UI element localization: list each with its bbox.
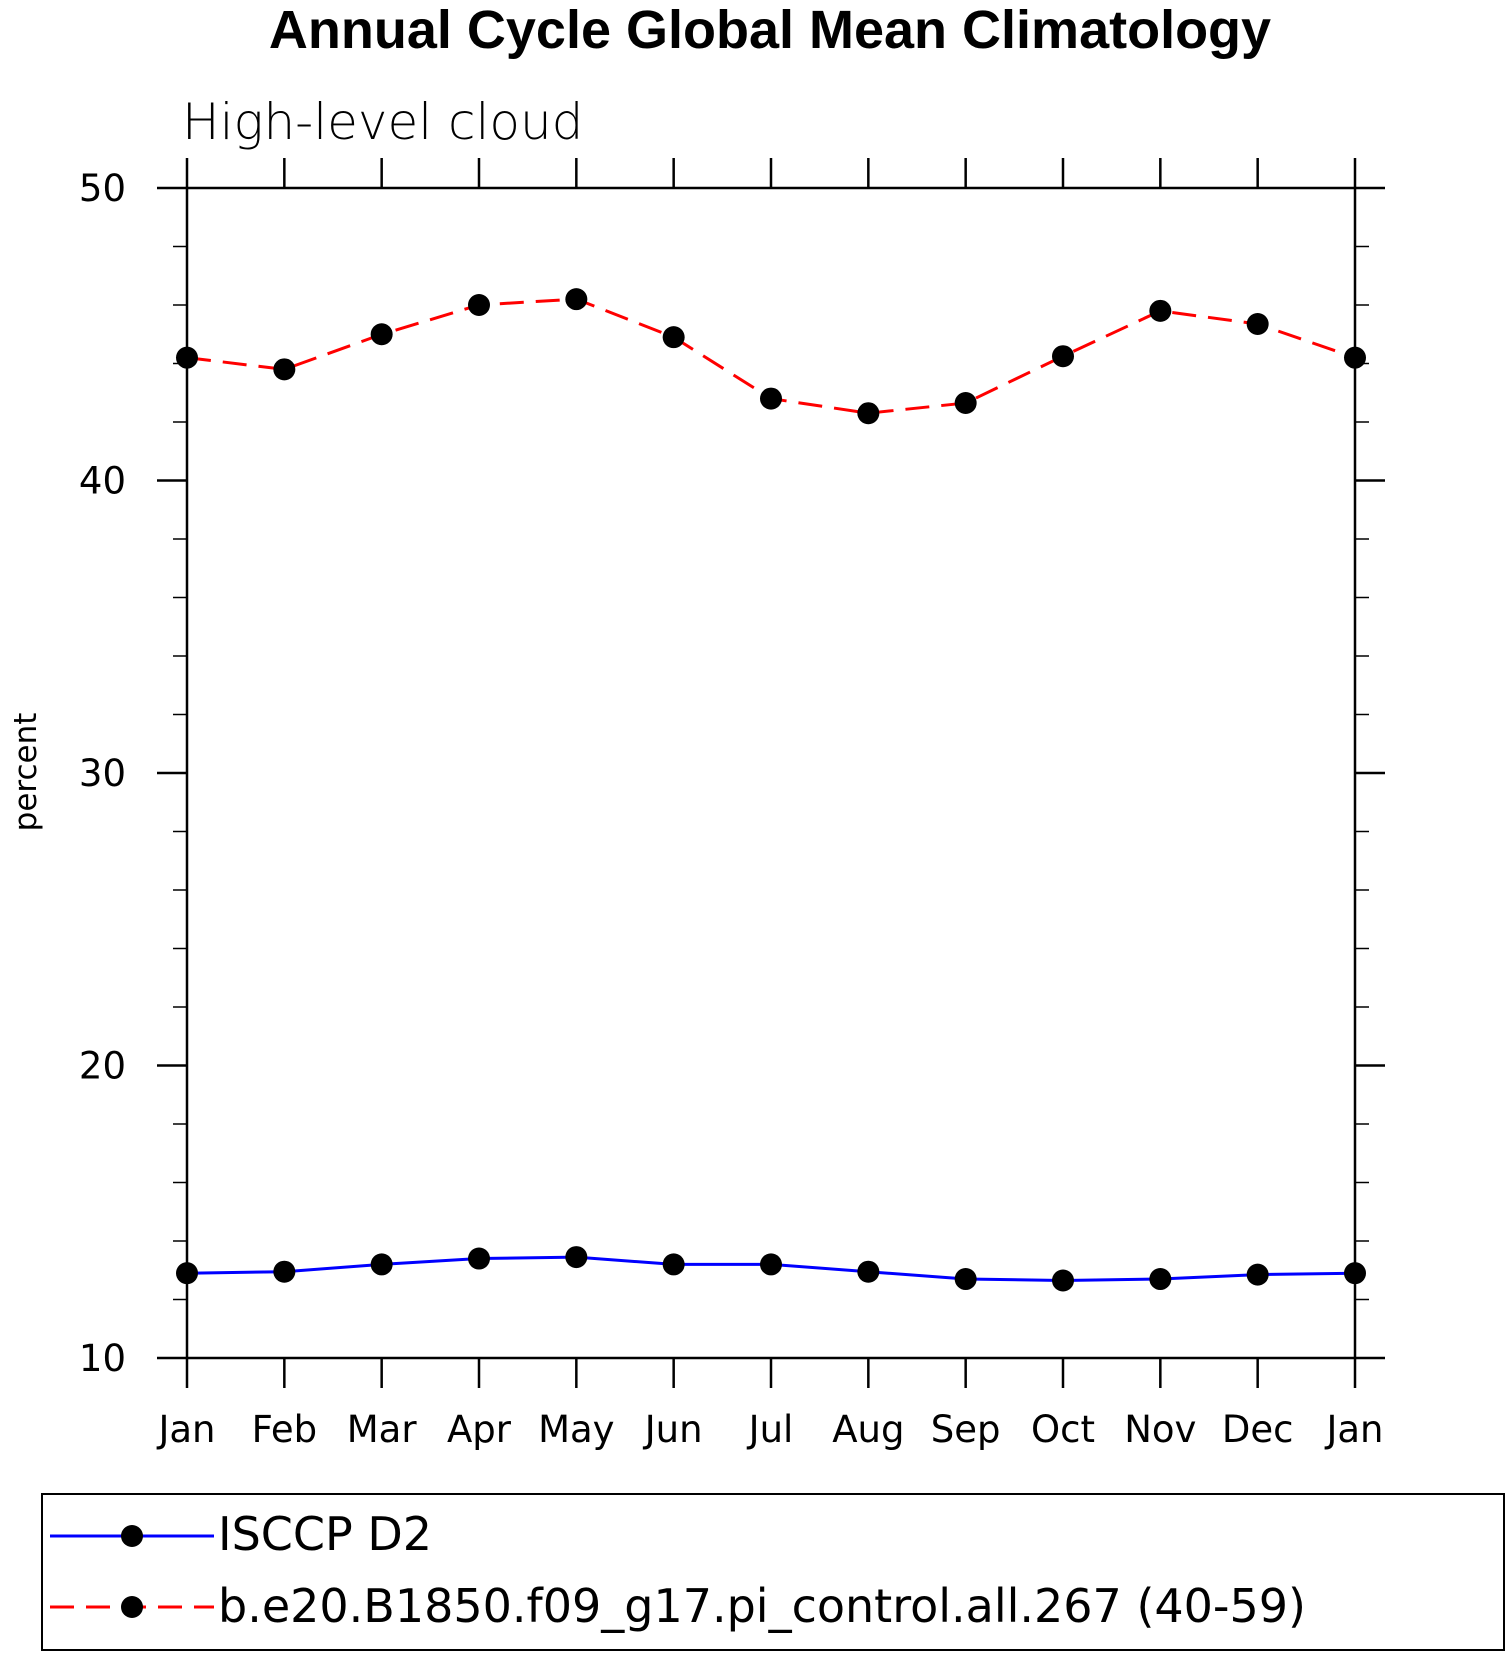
- chart-title: Annual Cycle Global Mean Climatology: [269, 0, 1271, 60]
- y-tick-labels: 10 20 30 40 50: [79, 167, 126, 1380]
- data-point: [370, 323, 393, 346]
- series-0: [176, 1246, 1366, 1292]
- data-point: [176, 346, 198, 369]
- data-point: [1344, 346, 1366, 369]
- x-tick-label: Sep: [931, 1408, 1001, 1451]
- x-tick-label: Aug: [832, 1408, 904, 1451]
- data-point: [565, 288, 588, 311]
- y-tick-label: 40: [79, 460, 126, 503]
- x-tick-label: Dec: [1222, 1408, 1294, 1451]
- data-point: [954, 391, 977, 414]
- data-point: [1246, 313, 1269, 336]
- legend-marker: [121, 1525, 143, 1547]
- legend: ISCCP D2 b.e20.B1850.f09_g17.pi_control.…: [41, 1493, 1505, 1651]
- legend-samples: [50, 1525, 214, 1618]
- data-point: [273, 358, 296, 381]
- x-tick-label: Jan: [1324, 1408, 1383, 1451]
- y-tick-label: 50: [79, 167, 126, 210]
- data-point: [760, 387, 782, 410]
- data-point: [370, 1253, 393, 1276]
- legend-label-isccp-d2: ISCCP D2: [218, 1507, 432, 1561]
- x-tick-label: May: [538, 1408, 615, 1451]
- series-layer: [176, 288, 1366, 1292]
- x-tick-label: Jun: [643, 1408, 703, 1451]
- data-point: [857, 402, 880, 425]
- legend-label-model-run: b.e20.B1850.f09_g17.pi_control.all.267 (…: [218, 1579, 1306, 1633]
- data-point: [273, 1260, 296, 1283]
- x-tick-label: Mar: [347, 1408, 418, 1451]
- data-point: [954, 1268, 977, 1291]
- data-point: [468, 294, 490, 316]
- data-point: [857, 1260, 880, 1283]
- data-point: [1052, 1269, 1074, 1292]
- series-1: [176, 288, 1366, 425]
- data-point: [468, 1247, 490, 1270]
- data-point: [760, 1253, 782, 1276]
- axis-ticks: [157, 158, 1385, 1388]
- x-tick-label: Jan: [156, 1408, 215, 1451]
- data-point: [1344, 1262, 1366, 1285]
- x-tick-label: Nov: [1124, 1408, 1196, 1451]
- data-point: [662, 1253, 685, 1276]
- data-point: [565, 1246, 588, 1269]
- data-point: [1149, 1268, 1172, 1291]
- legend-box: [41, 1493, 1505, 1651]
- data-point: [1052, 345, 1074, 368]
- data-point: [662, 326, 685, 349]
- x-tick-label: Oct: [1031, 1408, 1095, 1451]
- x-tick-label: Apr: [447, 1408, 512, 1451]
- x-tick-label: Feb: [252, 1408, 318, 1451]
- y-axis-label: percent: [8, 713, 44, 832]
- plot-frame: [185, 186, 1357, 1360]
- data-point: [1149, 299, 1172, 322]
- legend-marker: [121, 1596, 143, 1618]
- x-tick-label: Jul: [747, 1408, 794, 1451]
- y-tick-label: 20: [79, 1045, 126, 1088]
- x-tick-labels: Jan Feb Mar Apr May Jun Jul Aug Sep Oct Nov Dec Jan: [156, 1408, 1383, 1451]
- chart-subtitle: High-level cloud: [182, 93, 583, 151]
- y-tick-label: 30: [79, 752, 126, 795]
- y-tick-label: 10: [79, 1337, 126, 1380]
- data-point: [1246, 1263, 1269, 1286]
- data-point: [176, 1262, 198, 1285]
